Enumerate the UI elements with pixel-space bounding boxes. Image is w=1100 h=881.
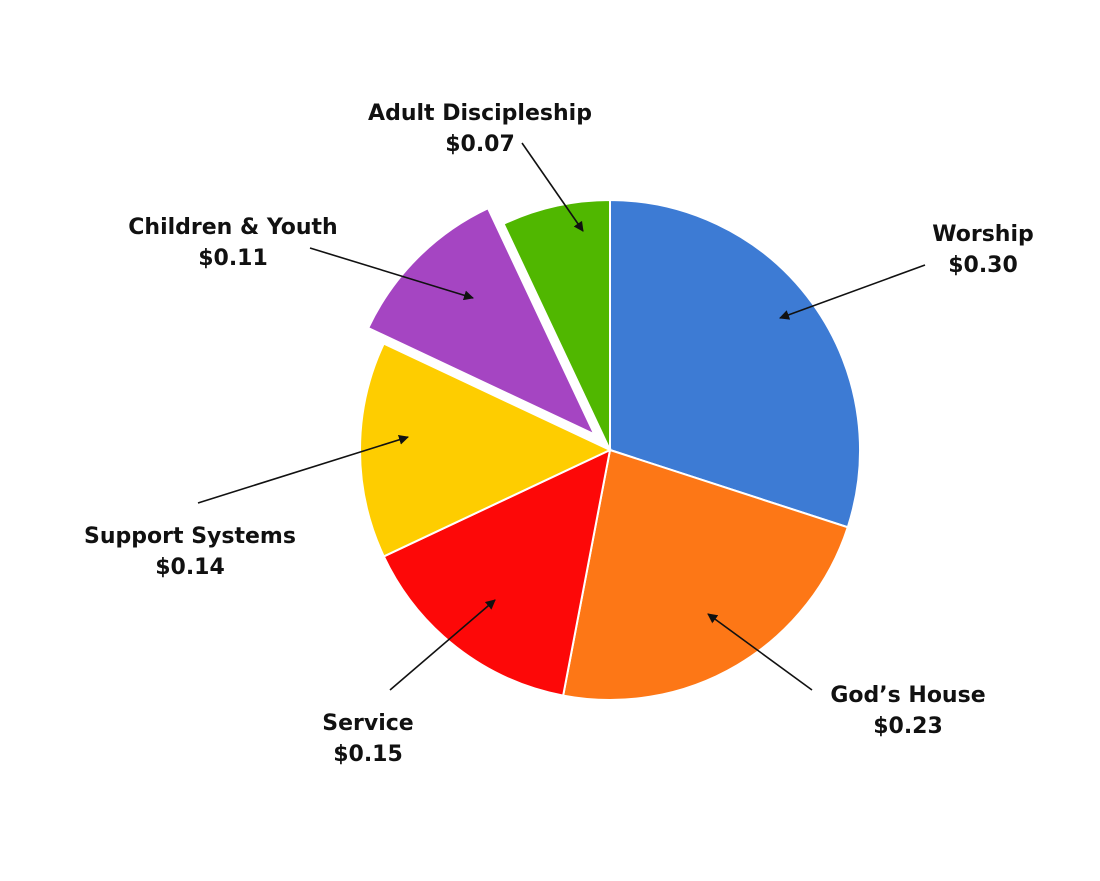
callout-arrow-service [389,599,496,691]
slice-label-children-youth: Children & Youth [128,215,337,240]
slice-value-adult-discipleship: $0.07 [445,132,515,157]
slice-value-worship: $0.30 [948,253,1018,278]
pie-slice-god-s-house [561,448,850,701]
slice-label-service: Service [322,711,413,736]
callout-arrow-god-s-house [707,613,813,691]
slice-label-adult-discipleship: Adult Discipleship [368,101,592,126]
slice-value-children-youth: $0.11 [198,246,268,271]
pie-slice-worship [609,198,861,529]
slice-label-god-s-house: God’s House [830,683,985,708]
callout-arrow-children-youth [309,247,474,301]
pie-slice-adult-discipleship [502,198,611,451]
slice-value-support-systems: $0.14 [155,555,225,580]
slice-value-god-s-house: $0.23 [873,714,943,739]
pie-slice-support-systems [359,342,613,558]
callout-arrow-adult-discipleship [521,142,584,232]
slice-label-support-systems: Support Systems [84,524,296,549]
slice-label-worship: Worship [932,222,1034,247]
callout-arrow-support-systems [197,434,409,504]
pie-slice-children-youth [366,206,597,437]
pie-slice-service [382,448,612,697]
callout-arrow-worship [779,264,926,320]
slice-value-service: $0.15 [333,742,403,767]
